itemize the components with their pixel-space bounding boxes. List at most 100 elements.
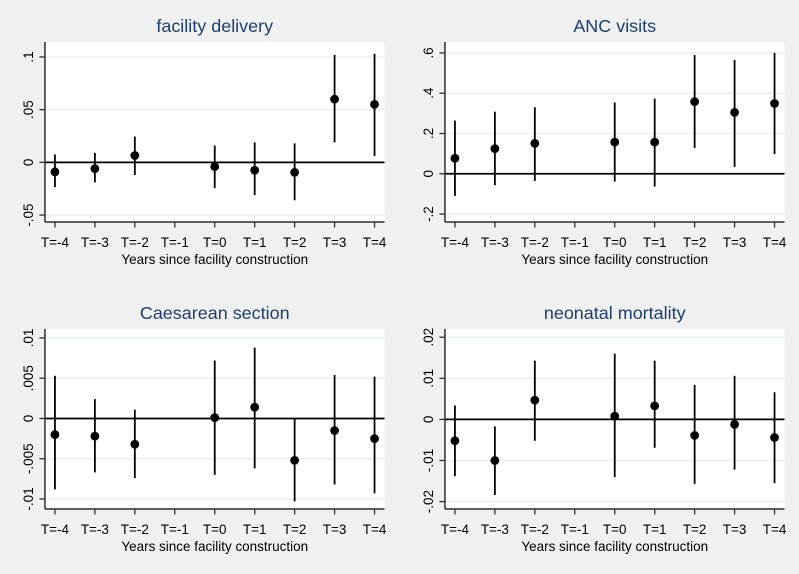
y-tick-label: -.02 bbox=[420, 490, 435, 513]
point-estimate bbox=[210, 162, 220, 171]
point-estimate bbox=[729, 107, 739, 117]
x-tick-label: T=-3 bbox=[81, 522, 109, 537]
y-tick-label: -.01 bbox=[21, 487, 36, 510]
y-tick-label: -.05 bbox=[21, 203, 36, 226]
y-tick-label: .1 bbox=[21, 51, 36, 62]
point-estimate bbox=[130, 151, 140, 160]
y-tick-label: -.2 bbox=[420, 206, 435, 222]
point-estimate bbox=[529, 395, 539, 405]
x-tick-label: T=2 bbox=[682, 235, 706, 250]
x-tick-label: T=4 bbox=[363, 522, 387, 537]
point-estimate bbox=[489, 144, 499, 153]
plot-area bbox=[44, 42, 385, 222]
anc-visits-plot: ANC visits -.2 0 .2 .4 .6 T=-4 T=-3 T=-2 T=-1 T=0… bbox=[420, 16, 786, 267]
y-tick-label: .01 bbox=[21, 329, 36, 348]
facility-delivery-plot: facility delivery -.05 0 .05 .1 T=-4 T=-3 T=-2… bbox=[21, 16, 387, 267]
x-tick-label: T=4 bbox=[363, 235, 387, 250]
y-tick-label: .05 bbox=[21, 100, 36, 119]
point-estimate bbox=[50, 430, 60, 439]
x-tick-label: T=-4 bbox=[440, 235, 469, 250]
point-estimate bbox=[489, 456, 499, 465]
panel-title: facility delivery bbox=[156, 16, 273, 36]
x-tick-label: T=-4 bbox=[440, 522, 469, 537]
x-tick-label: T=2 bbox=[283, 235, 307, 250]
x-tick-label: T=1 bbox=[642, 522, 666, 537]
point-estimate bbox=[210, 413, 220, 423]
panel-facility-delivery: facility delivery -.05 0 .05 .1 T=-4 T=-3 T=-2… bbox=[0, 0, 400, 287]
point-estimate bbox=[50, 167, 60, 177]
y-tick-label: .2 bbox=[420, 128, 435, 139]
x-tick-label: T=4 bbox=[762, 235, 786, 250]
x-tick-label: T=3 bbox=[722, 522, 746, 537]
point-estimate bbox=[609, 411, 619, 421]
x-tick-label: T=-3 bbox=[81, 235, 109, 250]
point-estimate bbox=[769, 433, 779, 442]
y-tick-label: 0 bbox=[21, 159, 36, 167]
x-tick-label: T=4 bbox=[762, 522, 786, 537]
y-tick-label: 0 bbox=[21, 415, 36, 423]
point-estimate bbox=[370, 434, 379, 444]
x-tick-label: T=-3 bbox=[480, 522, 508, 537]
x-tick-label: T=-4 bbox=[41, 235, 70, 250]
x-tick-label: T=1 bbox=[243, 522, 267, 537]
x-tick-label: T=2 bbox=[283, 522, 307, 537]
point-estimate bbox=[90, 431, 100, 441]
x-tick-label: T=3 bbox=[722, 235, 746, 250]
point-estimate bbox=[649, 401, 659, 411]
plot-region: -.2 0 .2 .4 .6 T=-4 T=-3 T=-2 T=-1 T=0 T=1 T=2 T=3 T=… bbox=[420, 42, 786, 250]
point-estimate bbox=[290, 455, 300, 465]
point-estimate bbox=[330, 94, 339, 104]
x-axis-title: Years since facility construction bbox=[521, 252, 708, 267]
x-tick-label: T=-2 bbox=[121, 235, 149, 250]
point-estimate bbox=[450, 436, 459, 446]
x-axis-title: Years since facility construction bbox=[521, 539, 708, 554]
point-estimate bbox=[330, 426, 339, 435]
x-tick-label: T=0 bbox=[203, 522, 227, 537]
point-estimate bbox=[250, 165, 260, 175]
point-estimate bbox=[450, 153, 459, 163]
point-estimate bbox=[90, 164, 100, 174]
x-tick-label: T=-2 bbox=[520, 522, 548, 537]
x-tick-label: T=-4 bbox=[41, 522, 70, 537]
point-estimate bbox=[130, 439, 140, 449]
x-tick-label: T=-1 bbox=[560, 522, 588, 537]
point-estimate bbox=[370, 99, 379, 109]
panel-title: Caesarean section bbox=[140, 303, 290, 323]
y-tick-label: .6 bbox=[420, 47, 435, 58]
x-tick-label: T=2 bbox=[682, 522, 706, 537]
x-tick-label: T=-2 bbox=[520, 235, 548, 250]
caesarean-section-plot: Caesarean section -.01 -.005 0 .005 .01 T=-4 T… bbox=[21, 303, 387, 554]
y-tick-label: 0 bbox=[420, 416, 435, 424]
x-tick-label: T=0 bbox=[203, 235, 227, 250]
plot-region: -.05 0 .05 .1 T=-4 T=-3 T=-2 T=-1 T=0 T=1 T=2 T=3 T=… bbox=[21, 42, 387, 250]
point-estimate bbox=[769, 99, 779, 108]
x-tick-label: T=-2 bbox=[121, 522, 149, 537]
point-estimate bbox=[290, 167, 300, 177]
point-estimate bbox=[729, 419, 739, 429]
y-tick-label: .4 bbox=[420, 87, 435, 99]
plot-region: -.02 -.01 0 .01 .02 T=-4 T=-3 T=-2 T=-1 T=0 T=1 T=2… bbox=[420, 328, 786, 537]
point-estimate bbox=[609, 137, 619, 147]
point-estimate bbox=[689, 97, 699, 107]
panel-neonatal-mortality: neonatal mortality -.02 -.01 0 .01 .02 T=-4 T=… bbox=[400, 287, 799, 574]
x-tick-label: T=0 bbox=[602, 522, 626, 537]
point-estimate bbox=[689, 431, 699, 440]
y-tick-label: -.005 bbox=[21, 443, 36, 474]
x-tick-label: T=-1 bbox=[161, 235, 189, 250]
neonatal-mortality-plot: neonatal mortality -.02 -.01 0 .01 .02 T=-4 T=… bbox=[420, 303, 786, 554]
panel-caesarean-section: Caesarean section -.01 -.005 0 .005 .01 T=-4 T… bbox=[0, 287, 400, 574]
x-tick-label: T=-1 bbox=[161, 522, 189, 537]
y-tick-label: .02 bbox=[420, 328, 435, 347]
plot-region: -.01 -.005 0 .005 .01 T=-4 T=-3 T=-2 T=-1 T=0 T=1 T… bbox=[21, 329, 387, 537]
x-tick-label: T=-1 bbox=[560, 235, 588, 250]
panel-anc-visits: ANC visits -.2 0 .2 .4 .6 T=-4 T=-3 T=-2 T=-1 T=0… bbox=[400, 0, 799, 287]
y-tick-label: .01 bbox=[420, 369, 435, 388]
point-estimate bbox=[250, 402, 260, 412]
x-tick-label: T=1 bbox=[243, 235, 267, 250]
panel-title: ANC visits bbox=[573, 16, 656, 36]
y-tick-label: -.01 bbox=[420, 449, 435, 472]
point-estimate bbox=[649, 137, 659, 147]
x-tick-label: T=1 bbox=[642, 235, 666, 250]
y-tick-label: .005 bbox=[21, 365, 36, 391]
